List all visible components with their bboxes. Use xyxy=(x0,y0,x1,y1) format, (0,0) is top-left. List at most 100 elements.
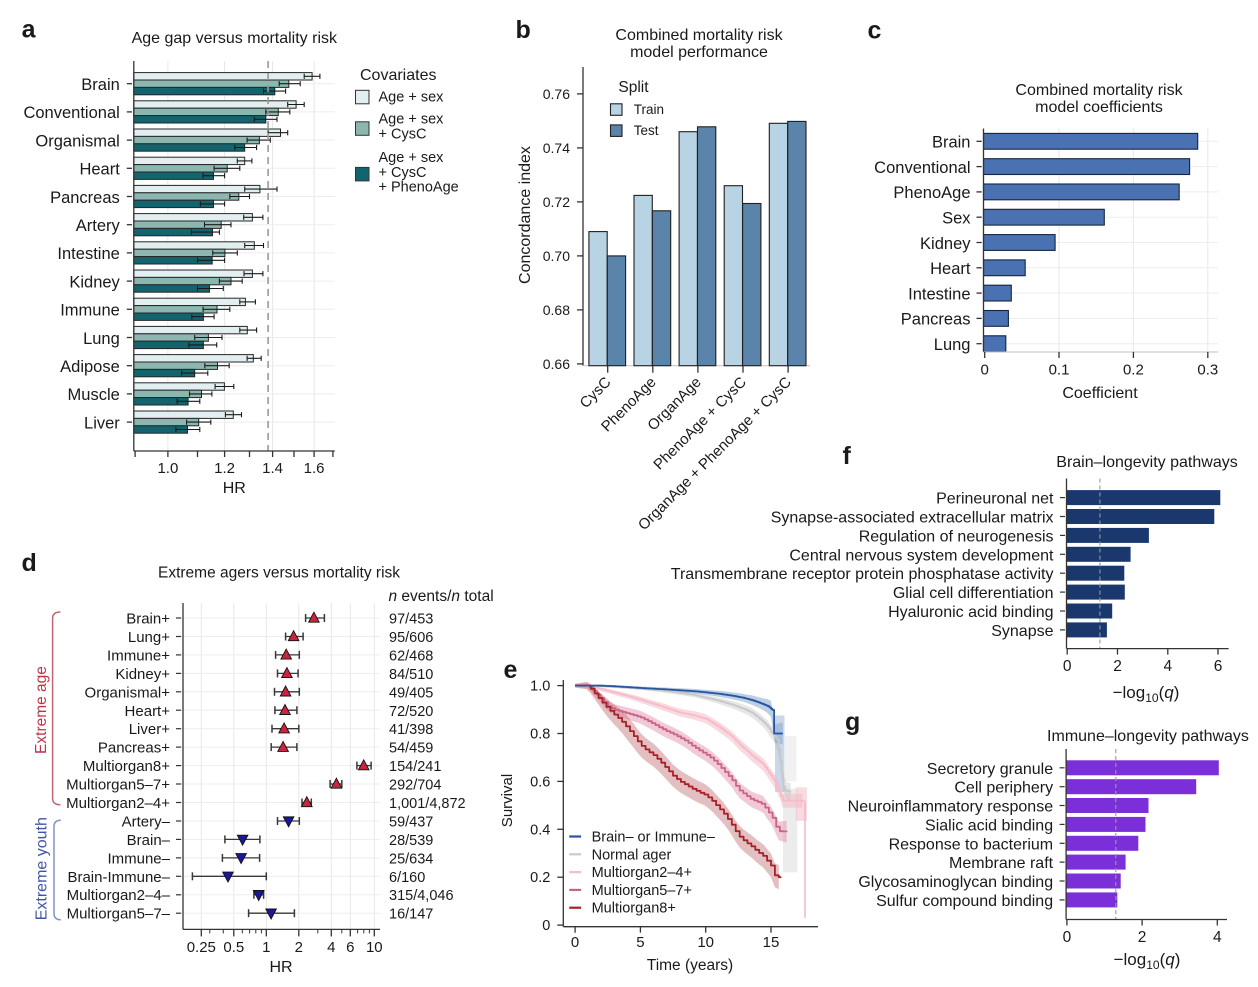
svg-text:Multiorgan5–7–: Multiorgan5–7– xyxy=(67,906,171,923)
svg-text:Age + sex: Age + sex xyxy=(379,112,445,128)
svg-text:Train: Train xyxy=(634,102,664,117)
svg-text:4: 4 xyxy=(1163,658,1172,675)
svg-text:1,001/4,872: 1,001/4,872 xyxy=(389,796,466,812)
svg-text:f: f xyxy=(843,442,852,470)
svg-text:Brain: Brain xyxy=(932,134,971,152)
svg-text:Sex: Sex xyxy=(942,210,971,228)
svg-text:Kidney: Kidney xyxy=(920,235,971,253)
svg-text:59/437: 59/437 xyxy=(389,815,433,831)
svg-text:154/241: 154/241 xyxy=(389,759,441,775)
svg-text:Brain-Immune–: Brain-Immune– xyxy=(67,869,170,886)
svg-text:Brain–: Brain– xyxy=(127,832,171,849)
svg-text:Multiorgan2–4+: Multiorgan2–4+ xyxy=(592,865,692,881)
svg-text:15: 15 xyxy=(763,934,780,951)
svg-text:Transmembrane receptor protein: Transmembrane receptor protein phosphata… xyxy=(671,566,1054,583)
svg-text:0.76: 0.76 xyxy=(543,86,570,102)
svg-text:Synapse-associated extracellul: Synapse-associated extracellular matrix xyxy=(771,510,1054,527)
svg-text:Extreme youth: Extreme youth xyxy=(34,817,51,920)
svg-text:Brain– or Immune–: Brain– or Immune– xyxy=(592,830,716,846)
svg-text:Kidney: Kidney xyxy=(69,273,120,291)
svg-text:Regulation of neurogenesis: Regulation of neurogenesis xyxy=(859,528,1054,545)
svg-text:5: 5 xyxy=(636,934,644,951)
svg-text:PhenoAge: PhenoAge xyxy=(893,184,970,202)
svg-text:Combined mortality risk: Combined mortality risk xyxy=(615,27,783,44)
svg-text:d: d xyxy=(22,549,37,577)
svg-text:Age + sex: Age + sex xyxy=(379,90,445,106)
svg-text:Multiorgan8+: Multiorgan8+ xyxy=(592,901,676,917)
svg-text:Immune: Immune xyxy=(60,302,120,320)
svg-text:+ CysC: + CysC xyxy=(379,127,427,143)
svg-text:+ PhenoAge: + PhenoAge xyxy=(379,180,459,196)
svg-text:Intestine: Intestine xyxy=(908,285,970,303)
svg-text:0.70: 0.70 xyxy=(543,248,570,264)
svg-text:2: 2 xyxy=(1113,658,1122,675)
svg-text:Survival: Survival xyxy=(499,774,516,827)
svg-text:28/539: 28/539 xyxy=(389,833,433,849)
svg-text:10: 10 xyxy=(366,939,383,956)
svg-text:292/704: 292/704 xyxy=(389,778,441,794)
svg-text:0.6: 0.6 xyxy=(530,774,550,790)
svg-text:0: 0 xyxy=(542,918,550,934)
svg-text:Artery: Artery xyxy=(76,217,121,235)
svg-text:0.72: 0.72 xyxy=(543,194,570,210)
svg-text:Adipose: Adipose xyxy=(60,358,120,376)
svg-text:Organismal+: Organismal+ xyxy=(85,684,171,701)
svg-text:model coefficients: model coefficients xyxy=(1035,99,1163,116)
svg-text:95/606: 95/606 xyxy=(389,630,433,646)
svg-text:49/405: 49/405 xyxy=(389,685,433,701)
svg-text:Lung+: Lung+ xyxy=(128,629,170,646)
svg-text:1.0: 1.0 xyxy=(157,460,178,477)
svg-text:72/520: 72/520 xyxy=(389,704,433,720)
svg-text:Age gap versus mortality risk: Age gap versus mortality risk xyxy=(132,30,338,47)
svg-text:2: 2 xyxy=(295,939,303,956)
svg-text:model performance: model performance xyxy=(630,44,768,61)
svg-text:Lung: Lung xyxy=(83,330,120,348)
svg-text:6/160: 6/160 xyxy=(389,870,425,886)
svg-text:6: 6 xyxy=(1214,658,1223,675)
svg-text:1.0: 1.0 xyxy=(530,679,550,695)
svg-text:Coefficient: Coefficient xyxy=(1062,385,1138,402)
svg-text:0.3: 0.3 xyxy=(1197,362,1218,379)
svg-text:0.8: 0.8 xyxy=(530,727,550,743)
svg-text:Muscle: Muscle xyxy=(68,386,120,404)
svg-text:315/4,046: 315/4,046 xyxy=(389,888,454,904)
svg-text:1.2: 1.2 xyxy=(214,460,235,477)
svg-text:Pancreas: Pancreas xyxy=(901,311,971,329)
svg-text:+ CysC: + CysC xyxy=(379,165,427,181)
svg-text:Multiorgan8+: Multiorgan8+ xyxy=(83,758,170,775)
svg-text:0.68: 0.68 xyxy=(543,302,570,318)
svg-text:97/453: 97/453 xyxy=(389,612,433,628)
svg-text:a: a xyxy=(22,16,37,44)
svg-text:4: 4 xyxy=(327,939,335,956)
svg-text:Glial cell differentiation: Glial cell differentiation xyxy=(893,585,1054,602)
svg-text:1: 1 xyxy=(262,939,270,956)
svg-text:Multiorgan2–4+: Multiorgan2–4+ xyxy=(66,795,170,812)
svg-text:0.5: 0.5 xyxy=(223,939,244,956)
svg-text:Multiorgan2–4–: Multiorgan2–4– xyxy=(67,887,171,904)
svg-text:0.4: 0.4 xyxy=(530,822,550,838)
svg-text:Intestine: Intestine xyxy=(57,245,119,263)
svg-text:1.6: 1.6 xyxy=(304,460,325,477)
svg-text:Heart: Heart xyxy=(79,161,120,179)
svg-text:Secretory granule: Secretory granule xyxy=(927,761,1053,778)
svg-text:Liver+: Liver+ xyxy=(129,721,171,738)
svg-text:0: 0 xyxy=(571,934,579,951)
svg-text:84/510: 84/510 xyxy=(389,667,433,683)
svg-text:Conventional: Conventional xyxy=(23,104,119,122)
svg-text:Brain–longevity pathways: Brain–longevity pathways xyxy=(1056,454,1237,471)
svg-text:Liver: Liver xyxy=(84,414,120,432)
svg-text:Glycosaminoglycan binding: Glycosaminoglycan binding xyxy=(858,874,1053,891)
svg-text:Artery–: Artery– xyxy=(122,814,171,831)
svg-text:Concordance index: Concordance index xyxy=(517,146,534,284)
svg-text:Brain+: Brain+ xyxy=(126,611,170,628)
svg-text:4: 4 xyxy=(1213,929,1222,946)
svg-text:Normal ager: Normal ager xyxy=(592,847,672,863)
svg-text:−log10(q): −log10(q) xyxy=(1114,950,1181,972)
svg-text:Response to bacterium: Response to bacterium xyxy=(889,836,1054,853)
svg-text:0.25: 0.25 xyxy=(187,939,216,956)
svg-text:Perineuronal net: Perineuronal net xyxy=(936,491,1054,508)
svg-text:e: e xyxy=(504,656,518,684)
svg-text:1.4: 1.4 xyxy=(262,460,283,477)
svg-text:Immune–longevity pathways: Immune–longevity pathways xyxy=(1047,728,1249,745)
svg-text:41/398: 41/398 xyxy=(389,722,433,738)
